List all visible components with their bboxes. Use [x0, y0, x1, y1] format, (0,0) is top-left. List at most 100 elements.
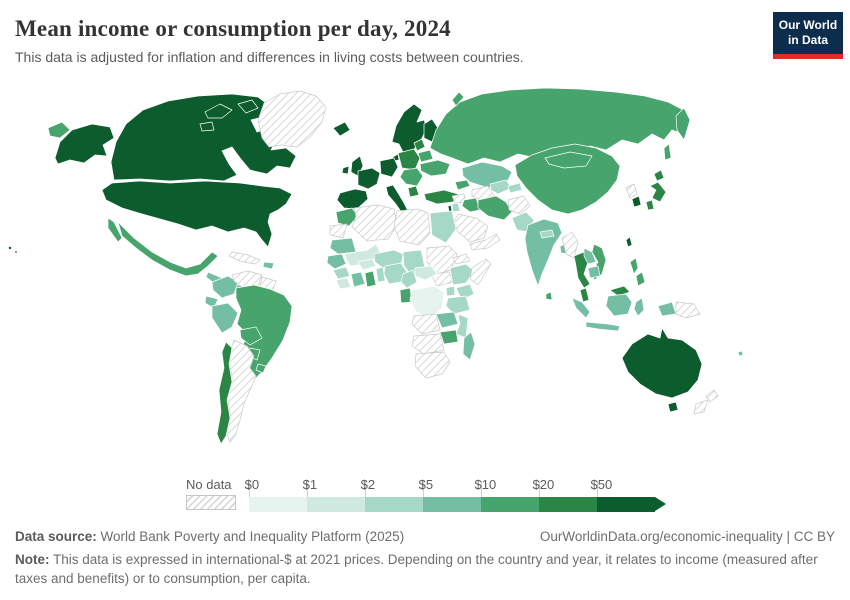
country-east-europe[interactable] — [397, 148, 421, 171]
country-indonesia-java[interactable] — [585, 321, 621, 332]
country-ethiopia[interactable] — [449, 263, 475, 286]
country-hawaii[interactable] — [14, 250, 18, 254]
country-greenland[interactable] — [257, 90, 327, 148]
country-malaysia-peninsular[interactable] — [579, 287, 590, 303]
country-peru[interactable] — [211, 302, 239, 334]
country-namibia-botswana[interactable] — [411, 333, 445, 355]
country-togo-benin[interactable] — [375, 266, 386, 283]
country-south-korea[interactable] — [631, 195, 642, 208]
country-south-africa[interactable] — [414, 351, 451, 379]
country-canada[interactable] — [110, 93, 297, 182]
country-nepal[interactable] — [539, 229, 555, 239]
country-angola[interactable] — [411, 313, 441, 335]
country-russia-kamchatka[interactable] — [675, 107, 691, 141]
country-papua-new-guinea[interactable] — [675, 301, 701, 319]
legend-bin-swatch[interactable] — [423, 497, 481, 512]
country-alaska[interactable] — [54, 123, 115, 165]
legend-bin-swatch[interactable] — [307, 497, 365, 512]
country-morocco[interactable] — [335, 207, 359, 227]
country-myanmar[interactable] — [561, 231, 579, 259]
country-new-zealand-north[interactable] — [705, 389, 719, 403]
country-russia[interactable] — [429, 87, 689, 165]
country-russia-chukotka[interactable] — [47, 121, 71, 139]
country-france[interactable] — [357, 167, 381, 190]
country-india[interactable] — [524, 218, 563, 287]
country-saudi-arabia[interactable] — [453, 213, 489, 243]
country-ghana[interactable] — [364, 270, 377, 288]
country-taiwan[interactable] — [625, 236, 633, 248]
legend-bin-swatch[interactable] — [249, 497, 307, 512]
country-usa[interactable] — [101, 180, 293, 248]
legend-bin-swatch[interactable] — [365, 497, 423, 512]
country-philippines[interactable] — [629, 257, 639, 275]
country-uzbekistan[interactable] — [489, 179, 513, 195]
country-libya[interactable] — [393, 208, 431, 246]
owid-logo[interactable]: Our World in Data — [773, 12, 843, 59]
country-cameroon[interactable] — [400, 269, 418, 289]
country-turkey[interactable] — [423, 189, 459, 205]
country-new-zealand-south[interactable] — [693, 399, 709, 415]
country-iceland[interactable] — [332, 121, 351, 137]
country-colombia[interactable] — [211, 275, 239, 299]
legend-bin-swatch[interactable] — [597, 497, 655, 512]
country-central-europe[interactable] — [379, 157, 399, 178]
country-hawaii[interactable] — [8, 246, 12, 250]
country-philippines[interactable] — [635, 271, 646, 287]
country-indonesia-sumatra[interactable] — [571, 297, 591, 319]
country-zimbabwe[interactable] — [439, 329, 459, 345]
country-burkina-faso[interactable] — [357, 258, 377, 271]
country-baltics[interactable] — [413, 138, 426, 152]
country-belarus[interactable] — [417, 149, 434, 163]
country-greece[interactable] — [407, 185, 420, 198]
country-senegal[interactable] — [326, 253, 347, 270]
country-cuba[interactable] — [228, 251, 261, 265]
country-malawi-mozambique[interactable] — [455, 313, 469, 339]
country-indonesia-borneo[interactable] — [605, 293, 633, 317]
country-jordan[interactable] — [451, 202, 461, 213]
country-mauritania[interactable] — [329, 237, 357, 255]
country-zambia[interactable] — [435, 311, 459, 329]
country-japan-honshu[interactable] — [649, 181, 667, 203]
country-russia-sakhalin[interactable] — [663, 143, 672, 161]
country-uruguay[interactable] — [255, 363, 267, 374]
country-mexico-baja[interactable] — [107, 217, 123, 243]
country-japan-hokkaido[interactable] — [653, 169, 665, 182]
country-malaysia-borneo[interactable] — [609, 285, 631, 297]
country-madagascar[interactable] — [462, 331, 476, 361]
owid-link[interactable]: OurWorldinData.org/economic-inequality |… — [539, 529, 835, 544]
country-brazil[interactable] — [235, 284, 293, 381]
country-caucasus[interactable] — [454, 179, 471, 191]
country-china[interactable] — [514, 143, 621, 215]
country-arctic-islands[interactable] — [204, 103, 233, 119]
country-kenya[interactable] — [455, 283, 475, 301]
country-arctic-islands[interactable] — [199, 121, 215, 132]
country-tanzania[interactable] — [445, 295, 471, 315]
country-laos[interactable] — [583, 247, 597, 265]
country-sierra-leone-liberia[interactable] — [335, 277, 352, 290]
legend-no-data[interactable]: No data — [186, 477, 236, 510]
country-afghanistan[interactable] — [507, 195, 531, 215]
legend-bin-swatch[interactable] — [481, 497, 539, 512]
country-russia-novaya-zemlya[interactable] — [451, 91, 465, 107]
country-yemen-oman[interactable] — [469, 233, 501, 251]
country-iberia[interactable] — [336, 188, 369, 210]
country-cote-divoire[interactable] — [350, 271, 366, 288]
country-indonesia-west-papua[interactable] — [657, 301, 677, 317]
country-australia-tasmania[interactable] — [667, 401, 679, 413]
country-cambodia[interactable] — [587, 265, 601, 279]
country-north-korea[interactable] — [625, 183, 638, 199]
country-uganda[interactable] — [445, 285, 456, 297]
country-egypt[interactable] — [429, 210, 457, 244]
country-fiji[interactable] — [737, 350, 744, 357]
country-chile[interactable] — [216, 341, 233, 445]
legend-bin-swatch[interactable] — [539, 497, 597, 512]
country-australia[interactable] — [621, 327, 703, 399]
country-mexico[interactable] — [117, 221, 219, 277]
country-bolivia[interactable] — [239, 326, 263, 346]
country-somalia[interactable] — [469, 258, 492, 286]
country-balkans[interactable] — [399, 167, 424, 187]
country-mongolia[interactable] — [544, 151, 593, 169]
country-iraq[interactable] — [461, 197, 481, 213]
country-western-sahara[interactable] — [329, 223, 348, 239]
country-algeria[interactable] — [351, 204, 398, 242]
